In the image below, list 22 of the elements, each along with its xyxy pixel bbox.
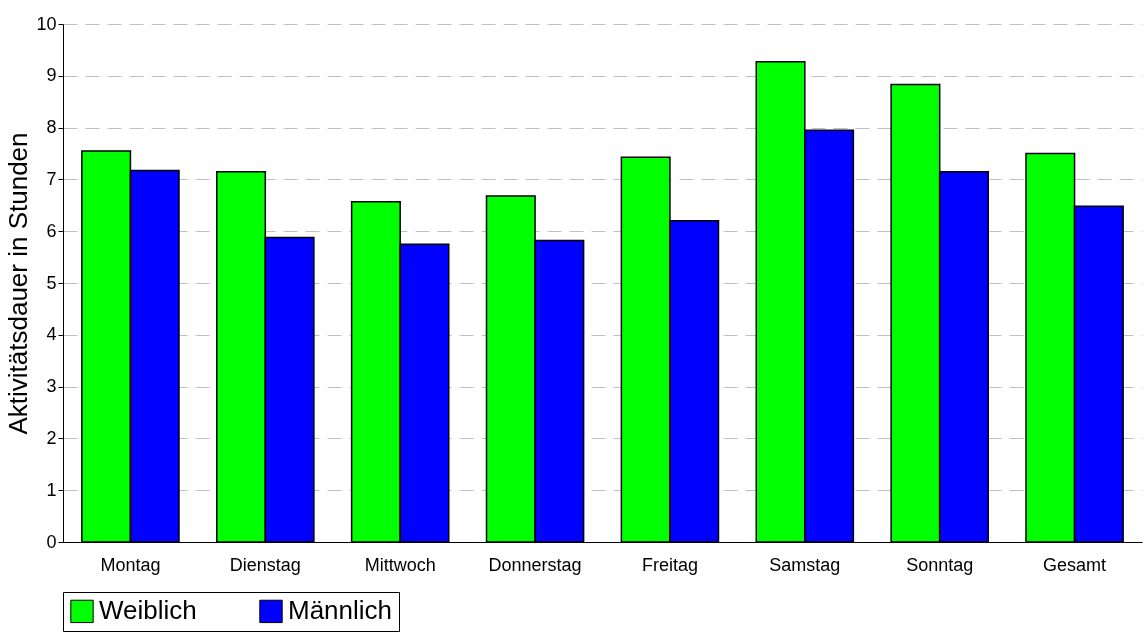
- x-tick-label: Gesamt: [1043, 554, 1107, 575]
- y-tick-label: 10: [36, 13, 57, 34]
- x-tick-label: Montag: [100, 554, 161, 575]
- y-tick-label: 8: [46, 117, 57, 138]
- x-tick-label: Mittwoch: [364, 554, 436, 575]
- y-tick-label: 7: [46, 168, 57, 189]
- y-tick-label: 1: [46, 479, 57, 500]
- x-tick-label: Dienstag: [229, 554, 301, 575]
- y-axis-title: Aktivitätsdauer in Stunden: [3, 132, 34, 435]
- y-tick-label: 5: [46, 272, 57, 293]
- y-tick-label: 3: [46, 376, 57, 397]
- legend-label: Männlich: [288, 595, 393, 626]
- x-tick-label: Samstag: [769, 554, 841, 575]
- y-tick-label: 2: [46, 427, 57, 448]
- y-tick-label: 4: [46, 324, 57, 345]
- y-tick-label: 9: [46, 65, 57, 86]
- x-tick-label: Freitag: [641, 554, 698, 575]
- x-tick-label: Sonntag: [906, 554, 974, 575]
- x-tick-label: Donnerstag: [488, 554, 582, 575]
- y-tick-label: 0: [46, 531, 57, 552]
- legend-label: Weiblich: [99, 595, 197, 626]
- y-tick-label: 6: [46, 220, 57, 241]
